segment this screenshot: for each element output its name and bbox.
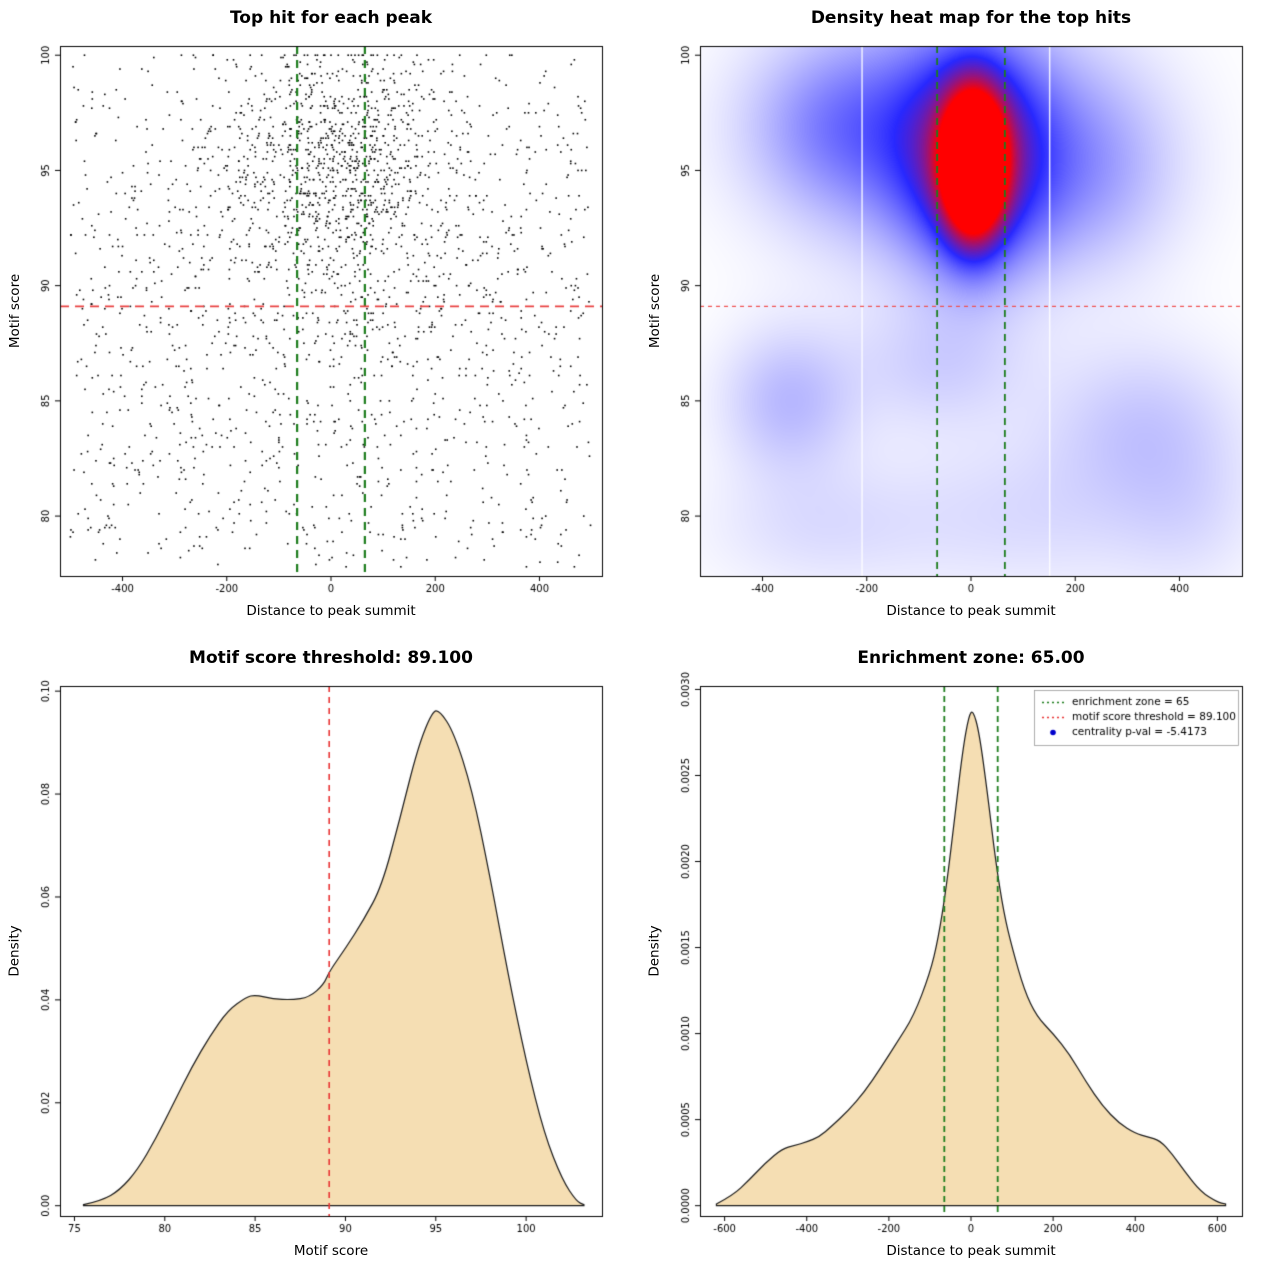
scatter-title: Top hit for each peak [229,8,433,28]
panel-scatter-top-hits: Top hit for each peak Motif score Distan… [0,0,640,640]
scatter-plot-canvas [0,0,640,640]
heatmap-y-axis-label: Motif score [642,46,668,576]
scatter-y-axis-label: Motif score [2,46,28,576]
panel-density-heatmap: Density heat map for the top hits Motif … [640,0,1280,640]
score-density-y-axis-label-text: Density [7,925,24,977]
scatter-x-axis-label: Distance to peak summit [246,603,416,619]
enrichment-x-axis-label: Distance to peak summit [886,1243,1056,1259]
heatmap-y-axis-label-text: Motif score [647,273,663,349]
scatter-y-axis-label-text: Motif score [7,273,23,349]
heatmap-canvas [640,0,1280,640]
enrichment-y-axis-label: Density [642,686,668,1216]
enrichment-density-canvas [640,640,1280,1280]
enrichment-y-axis-label-text: Density [647,925,664,977]
score-density-canvas [0,640,640,1280]
score-density-y-axis-label: Density [2,686,28,1216]
panel-motif-score-density: Motif score threshold: 89.100 Density Mo… [0,640,640,1280]
score-density-x-axis-label: Motif score [293,1243,369,1259]
enrichment-title: Enrichment zone: 65.00 [857,648,1085,668]
heatmap-x-axis-label: Distance to peak summit [886,603,1056,619]
score-density-title: Motif score threshold: 89.100 [189,648,473,668]
panel-enrichment-zone-density: Enrichment zone: 65.00 Density Distance … [640,640,1280,1280]
heatmap-title: Density heat map for the top hits [810,8,1132,28]
